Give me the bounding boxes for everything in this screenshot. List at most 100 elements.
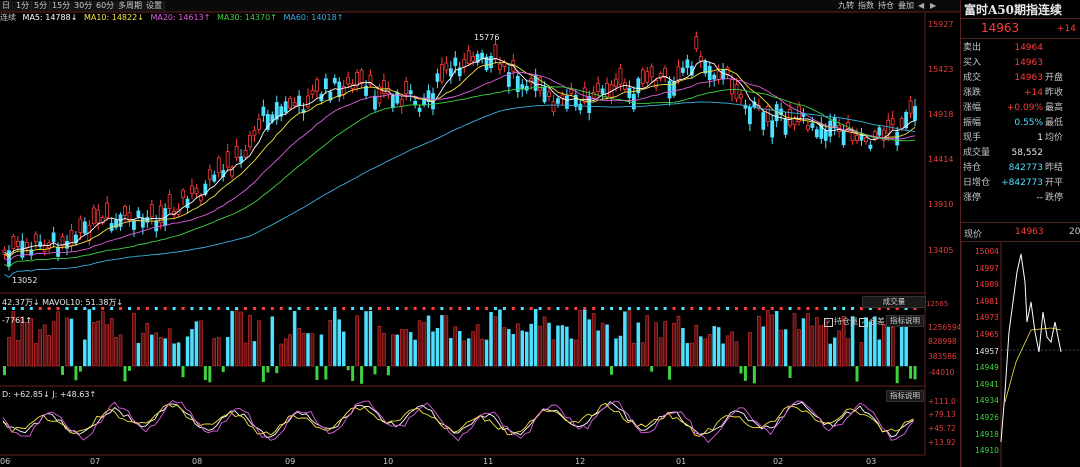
price-tick: 14918 — [928, 110, 954, 119]
scroll-right-icon[interactable]: ▶ — [930, 1, 937, 10]
volume-strip — [369, 307, 372, 310]
candle — [136, 210, 141, 217]
intraday-chart[interactable] — [961, 242, 1080, 467]
candle — [520, 84, 525, 90]
volume-strip — [511, 307, 515, 310]
volume-help-button[interactable]: 指标说明 — [886, 315, 924, 327]
candle — [493, 44, 498, 60]
volume-strip — [270, 307, 274, 310]
volume-bar — [391, 334, 395, 367]
candle — [194, 187, 199, 195]
volume-bar — [404, 329, 408, 367]
quote-label: 日增仓 — [963, 178, 991, 188]
kdj-help-button[interactable]: 指标说明 — [886, 390, 924, 402]
volume-bar — [417, 320, 422, 367]
candle — [681, 67, 685, 73]
candle — [426, 90, 431, 102]
volume-strip — [386, 307, 390, 310]
month-tick: 01 — [676, 457, 687, 466]
quote-divider — [961, 222, 1080, 223]
volume-strip — [208, 307, 212, 310]
candle — [868, 144, 873, 149]
candle — [355, 72, 360, 86]
position-button[interactable]: 持仓 — [878, 1, 894, 10]
price-divider — [961, 38, 1080, 39]
quote-value: +14 — [1024, 88, 1043, 98]
volume-bar — [466, 338, 471, 367]
period-day-button[interactable]: 日 — [0, 1, 13, 11]
quote-label: 涨停 — [963, 193, 982, 203]
period-1min-button[interactable]: 1分 — [14, 1, 33, 11]
indicator-volume-tab[interactable]: 成交量 — [862, 296, 926, 308]
volume-bar — [208, 366, 212, 383]
volume-bar — [533, 309, 538, 367]
kline-chart[interactable] — [0, 0, 960, 467]
open-interest-checkbox[interactable]: ✓ 持仓量 — [824, 316, 858, 327]
candle — [265, 114, 270, 130]
volume-strip — [538, 307, 542, 310]
volume-strip — [431, 307, 435, 310]
candle — [306, 95, 310, 108]
volume-bar — [96, 320, 100, 367]
volume-bar — [516, 323, 520, 367]
candle — [7, 250, 11, 267]
month-tick: 12 — [575, 457, 586, 466]
candle — [368, 74, 373, 85]
volume-bar — [136, 342, 141, 367]
volume-bar — [56, 311, 60, 367]
volume-strip — [288, 307, 292, 310]
settings-button[interactable]: 设置 — [144, 1, 165, 11]
volume-bar — [426, 315, 431, 367]
volume-bar — [167, 328, 172, 367]
candle — [288, 97, 293, 109]
candle — [564, 95, 569, 109]
volume-bar — [3, 366, 6, 376]
candle — [381, 80, 386, 94]
intraday-tick: 14918 — [975, 429, 999, 439]
index-button[interactable]: 指数 — [858, 1, 874, 10]
quote-label-2: 昨结 — [1045, 163, 1064, 173]
volume-bar — [819, 325, 824, 367]
candle — [190, 185, 194, 194]
volume-tick: 383586 — [928, 352, 957, 361]
position-diff-checkbox[interactable]: ✓ 仓差 — [859, 316, 885, 327]
quote-row: 现手 1 均价 — [963, 131, 1079, 146]
volume-bar — [127, 366, 131, 371]
volume-bar — [310, 333, 315, 367]
volume-bar — [895, 366, 899, 384]
quote-label-2: 均价 — [1045, 133, 1064, 143]
volume-bar — [650, 366, 654, 372]
candle — [770, 120, 775, 138]
candle — [448, 68, 453, 77]
volume-strip — [127, 307, 131, 310]
volume-bar — [373, 366, 377, 375]
volume-strip — [529, 307, 533, 310]
candle — [132, 221, 136, 230]
volume-bar — [355, 315, 359, 367]
candle — [230, 166, 235, 177]
candle — [462, 59, 467, 68]
volume-strip — [226, 307, 230, 310]
candle — [198, 195, 203, 201]
intraday-tick: 14997 — [975, 263, 999, 273]
volume-strip — [565, 307, 569, 310]
volume-bar — [560, 325, 565, 367]
candle — [453, 57, 458, 66]
volume-strip — [699, 307, 703, 310]
volume-strip — [342, 307, 346, 310]
nine-turn-button[interactable]: 九转 — [838, 1, 854, 10]
volume-strip — [743, 307, 747, 310]
candle — [743, 104, 748, 109]
candle — [475, 53, 480, 63]
volume-bar — [855, 366, 859, 382]
ma-line — [4, 86, 916, 268]
volume-bar — [51, 321, 56, 367]
candle — [444, 62, 449, 71]
kdj-tick: +45.72 — [928, 424, 956, 433]
volume-bar — [270, 316, 275, 367]
volume-bar — [752, 366, 756, 384]
scroll-left-icon[interactable]: ◀ — [918, 1, 925, 10]
volume-bar — [203, 366, 207, 381]
period-5min-button[interactable]: 5分 — [32, 1, 51, 11]
overlay-button[interactable]: 叠加 — [898, 1, 914, 10]
